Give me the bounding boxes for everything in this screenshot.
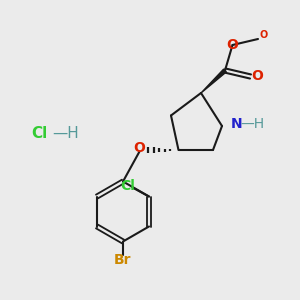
Text: O: O xyxy=(260,29,268,40)
Text: —H: —H xyxy=(52,126,79,141)
Text: Br: Br xyxy=(114,253,132,266)
Text: O: O xyxy=(251,70,263,83)
Text: Cl: Cl xyxy=(31,126,47,141)
Polygon shape xyxy=(201,69,226,93)
Text: —H: —H xyxy=(240,118,264,131)
Text: O: O xyxy=(226,38,238,52)
Text: N: N xyxy=(230,118,242,131)
Text: O: O xyxy=(134,142,146,155)
Text: Cl: Cl xyxy=(121,179,135,193)
